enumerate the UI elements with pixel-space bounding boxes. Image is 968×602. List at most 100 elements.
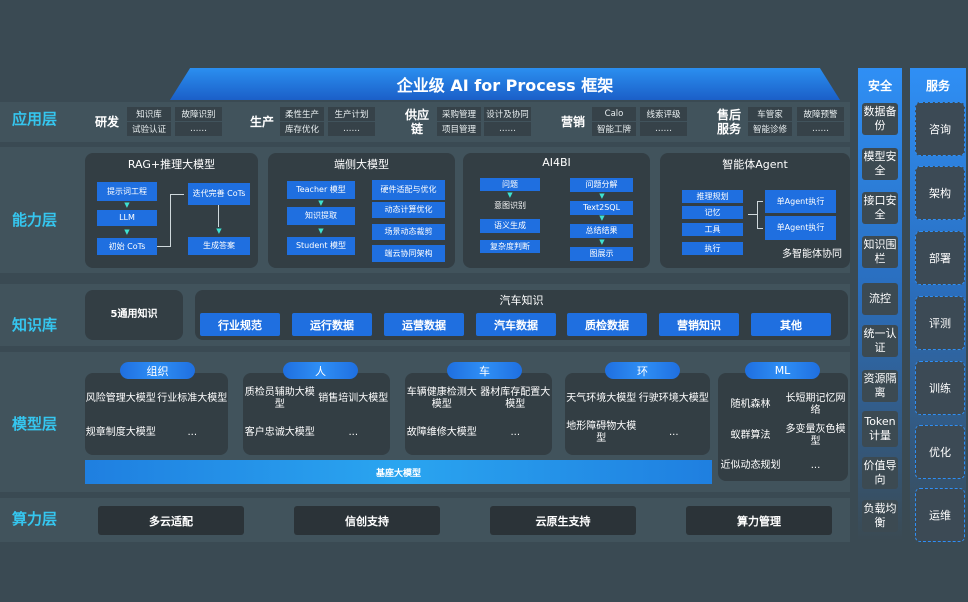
app-item[interactable]: 智能诊修 <box>748 122 792 136</box>
model-item[interactable]: 规章制度大模型 <box>85 427 156 438</box>
compute-item[interactable]: 算力管理 <box>686 506 832 535</box>
app-item[interactable]: …… <box>797 122 844 136</box>
security-item[interactable]: 接口安全 <box>862 192 898 224</box>
knowledge-item[interactable]: 其他 <box>751 313 831 336</box>
compute-item[interactable]: 云原生支持 <box>490 506 636 535</box>
app-item[interactable]: Calo <box>592 107 636 121</box>
model-item[interactable]: 风险管理大模型 <box>85 393 156 404</box>
app-item[interactable]: 故障预警 <box>797 107 844 121</box>
app-item[interactable]: 线索评级 <box>640 107 687 121</box>
model-item[interactable]: 器材库存配置大模型 <box>480 387 551 410</box>
capability-box[interactable]: 动态计算优化 <box>372 202 445 218</box>
capability-box[interactable]: 迭代完善 CoTs <box>188 183 250 205</box>
capability-box[interactable]: 提示词工程 <box>97 182 157 201</box>
knowledge-item[interactable]: 运行数据 <box>292 313 372 336</box>
knowledge-item[interactable]: 行业规范 <box>200 313 280 336</box>
service-item[interactable]: 部署 <box>915 231 965 285</box>
model-item[interactable]: 天气环境大模型 <box>566 393 637 404</box>
app-item[interactable]: 智能工牌 <box>592 122 636 136</box>
service-item[interactable]: 训练 <box>915 361 965 415</box>
model-item[interactable]: 故障维修大模型 <box>406 427 477 438</box>
capability-box[interactable]: 硬件适配与优化 <box>372 180 445 200</box>
security-item[interactable]: 模型安全 <box>862 148 898 180</box>
model-item[interactable]: 长短期记忆网络 <box>785 393 846 416</box>
model-group-pill[interactable]: 环 <box>605 362 680 379</box>
capability-box[interactable]: 端云协同架构 <box>372 245 445 262</box>
model-item[interactable]: 蚁群算法 <box>730 430 771 441</box>
capability-box[interactable]: 生成答案 <box>188 237 250 255</box>
model-item[interactable]: ... <box>810 460 821 471</box>
model-item[interactable]: 行驶环境大模型 <box>638 393 709 404</box>
capability-box[interactable]: 场景动态裁剪 <box>372 224 445 240</box>
capability-box[interactable]: Student 模型 <box>287 237 355 255</box>
model-item[interactable]: 质检员辅助大模型 <box>244 387 315 410</box>
app-item[interactable]: 项目管理 <box>437 122 481 136</box>
model-group-pill[interactable]: 车 <box>447 362 522 379</box>
compute-item[interactable]: 信创支持 <box>294 506 440 535</box>
compute-item[interactable]: 多云适配 <box>98 506 244 535</box>
capability-box[interactable]: 工具 <box>682 223 743 236</box>
security-item[interactable]: 知识围栏 <box>862 236 898 268</box>
security-item[interactable]: 数据备份 <box>862 103 898 135</box>
security-item[interactable]: 统一认证 <box>862 325 898 357</box>
capability-box[interactable]: 记忆 <box>682 206 743 219</box>
service-item[interactable]: 优化 <box>915 425 965 479</box>
app-item[interactable]: 生产计划 <box>328 107 375 121</box>
capability-box[interactable]: 知识提取 <box>287 207 355 225</box>
app-item[interactable]: …… <box>484 122 531 136</box>
app-item[interactable]: 设计及协同 <box>484 107 531 121</box>
capability-box[interactable]: LLM <box>97 210 157 226</box>
capability-box[interactable]: 复杂度判断 <box>480 240 540 253</box>
security-item[interactable]: 负载均衡 <box>862 500 898 532</box>
app-item[interactable]: …… <box>175 122 222 136</box>
service-item[interactable]: 咨询 <box>915 102 965 156</box>
capability-box[interactable]: 图展示 <box>570 247 633 261</box>
capability-box[interactable]: Teacher 模型 <box>287 181 355 199</box>
model-item[interactable]: 销售培训大模型 <box>318 393 389 404</box>
capability-box[interactable]: 执行 <box>682 242 743 255</box>
knowledge-item[interactable]: 营销知识 <box>659 313 739 336</box>
security-item[interactable]: 资源隔离 <box>862 370 898 402</box>
capability-box[interactable]: 问题 <box>480 178 540 191</box>
model-item[interactable]: 行业标准大模型 <box>157 393 228 404</box>
capability-box[interactable]: 推理规划 <box>682 190 743 203</box>
base-model-bar[interactable]: 基座大模型 <box>85 460 712 484</box>
model-item[interactable]: 客户忠诚大模型 <box>244 427 315 438</box>
service-item[interactable]: 架构 <box>915 166 965 220</box>
app-item[interactable]: 库存优化 <box>280 122 324 136</box>
knowledge-item[interactable]: 汽车数据 <box>476 313 556 336</box>
model-group-pill[interactable]: ML <box>745 362 820 379</box>
capability-box[interactable]: 语义生成 <box>480 219 540 233</box>
capability-box[interactable]: 问题分解 <box>570 178 633 192</box>
model-item[interactable]: ... <box>187 427 198 438</box>
app-item[interactable]: 车管家 <box>748 107 792 121</box>
model-item[interactable]: 地形障碍物大模型 <box>566 421 637 444</box>
app-item[interactable]: 故障识别 <box>175 107 222 121</box>
service-item[interactable]: 运维 <box>915 488 965 542</box>
model-item[interactable]: ... <box>348 427 359 438</box>
security-item[interactable]: Token计量 <box>862 411 898 447</box>
model-item[interactable]: ... <box>668 427 679 438</box>
capability-box[interactable]: 总结结果 <box>570 224 633 238</box>
service-item[interactable]: 评测 <box>915 296 965 350</box>
model-item[interactable]: 随机森林 <box>730 399 771 410</box>
app-item[interactable]: …… <box>640 122 687 136</box>
model-item[interactable]: 近似动态规划 <box>720 460 781 471</box>
app-item[interactable]: 试验认证 <box>127 122 171 136</box>
model-item[interactable]: 车辆健康检测大模型 <box>406 387 477 410</box>
model-item[interactable]: ... <box>510 427 521 438</box>
capability-box[interactable]: 初始 CoTs <box>97 238 157 255</box>
app-item[interactable]: 柔性生产 <box>280 107 324 121</box>
capability-box[interactable]: 单Agent执行 <box>765 216 836 240</box>
knowledge-item[interactable]: 运营数据 <box>384 313 464 336</box>
model-group-pill[interactable]: 人 <box>283 362 358 379</box>
capability-box[interactable]: Text2SQL <box>570 201 633 215</box>
model-group-pill[interactable]: 组织 <box>120 362 195 379</box>
security-item[interactable]: 价值导向 <box>862 457 898 489</box>
app-item[interactable]: …… <box>328 122 375 136</box>
capability-box[interactable]: 单Agent执行 <box>765 190 836 213</box>
model-item[interactable]: 多变量灰色模型 <box>785 424 846 447</box>
app-item[interactable]: 采购管理 <box>437 107 481 121</box>
knowledge-item[interactable]: 质检数据 <box>567 313 647 336</box>
app-item[interactable]: 知识库 <box>127 107 171 121</box>
